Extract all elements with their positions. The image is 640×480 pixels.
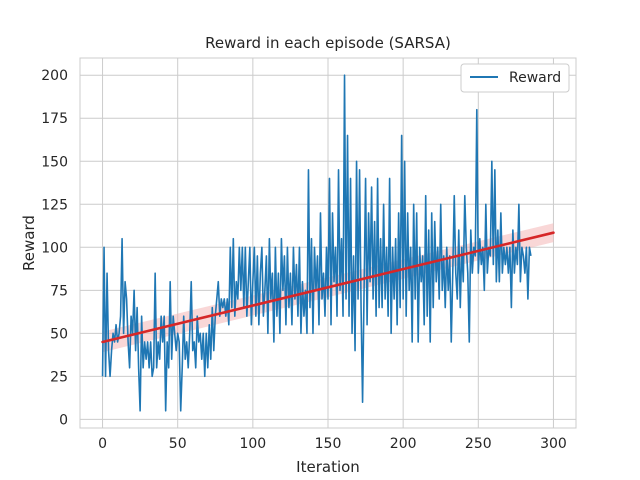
x-tick-label: 300 [540, 436, 567, 452]
y-tick-label: 50 [50, 326, 68, 342]
y-tick-labels: 0 25 50 75 100 125 150 175 200 [41, 68, 68, 428]
legend-label: Reward [509, 70, 561, 86]
x-tick-label: 200 [390, 436, 417, 452]
y-axis-label: Reward [20, 215, 38, 271]
x-tick-label: 250 [465, 436, 492, 452]
x-axis-label: Iteration [296, 458, 360, 476]
y-tick-label: 25 [50, 369, 68, 385]
x-tick-labels: 0 50 100 150 200 250 300 [98, 436, 567, 452]
trend-line-layer [101, 231, 555, 344]
y-tick-label: 125 [41, 197, 68, 213]
y-tick-label: 75 [50, 283, 68, 299]
legend-box [460, 63, 570, 93]
x-tick-label: 0 [98, 436, 107, 452]
y-tick-label: 100 [41, 240, 68, 256]
y-tick-label: 200 [41, 68, 68, 84]
y-tick-label: 175 [41, 111, 68, 127]
y-tick-label: 0 [59, 412, 68, 428]
y-tick-label: 150 [41, 154, 68, 170]
legend: Reward [460, 63, 570, 93]
trend-line [101, 231, 555, 344]
plot-frame [79, 57, 577, 429]
x-tick-label: 150 [315, 436, 342, 452]
x-tick-label: 100 [239, 436, 266, 452]
chart-title: Reward in each episode (SARSA) [205, 34, 451, 52]
x-tick-label: 50 [169, 436, 187, 452]
